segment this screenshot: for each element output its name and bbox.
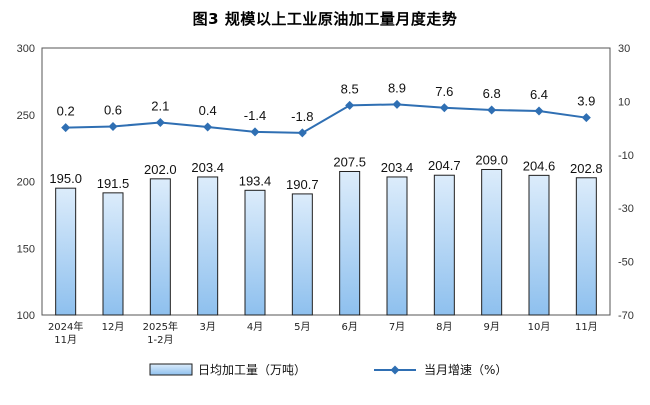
line-value-label: 7.6 — [435, 84, 453, 99]
line-marker — [392, 99, 402, 109]
bar — [149, 178, 171, 316]
x-tick-label: 7月 — [389, 321, 405, 333]
left-axis-tick-label: 100 — [17, 310, 35, 322]
bar — [197, 176, 219, 316]
bar-value-label: 193.4 — [239, 173, 272, 188]
line-value-label: 8.5 — [341, 81, 359, 96]
bar — [575, 177, 597, 316]
x-tick-label: 2025年 — [143, 320, 178, 333]
bar-value-label: 207.5 — [333, 154, 366, 169]
line-marker — [203, 122, 213, 132]
x-tick-label: 3月 — [199, 321, 215, 333]
growth-line — [65, 103, 587, 134]
line-marker — [108, 121, 118, 131]
x-tick-label: 11月 — [54, 334, 77, 346]
line-value-label: 0.6 — [104, 102, 122, 117]
x-tick-label: 12月 — [102, 321, 125, 333]
right-axis-tick-label: -70 — [618, 310, 634, 322]
line-value-label: 0.2 — [57, 104, 75, 119]
x-tick-label: 4月 — [247, 321, 263, 333]
plot-frame — [41, 47, 611, 316]
right-axis-tick-label: 30 — [618, 43, 630, 55]
line-value-label: 2.1 — [151, 98, 169, 113]
bar — [55, 187, 77, 316]
line-value-label: 0.4 — [199, 103, 217, 118]
left-axis-tick-label: 200 — [17, 177, 35, 189]
x-tick-label: 5月 — [294, 321, 310, 333]
chart-title: 图3 规模以上工业原油加工量月度走势 — [192, 10, 458, 28]
x-tick-label: 1-2月 — [147, 334, 173, 346]
bar — [339, 170, 361, 316]
line-value-label: 3.9 — [577, 94, 595, 109]
bar — [481, 168, 503, 316]
legend-line-marker — [390, 365, 400, 375]
line-value-label: -1.4 — [244, 108, 266, 123]
bar-value-label: 204.6 — [523, 158, 556, 173]
bar — [291, 193, 313, 316]
bar — [386, 176, 408, 316]
line-value-label: -1.8 — [291, 109, 313, 124]
bar-value-label: 204.7 — [428, 158, 461, 173]
x-tick-label: 8月 — [436, 321, 452, 333]
right-axis-tick-label: 10 — [618, 96, 630, 108]
legend-bar-label: 日均加工量（万吨） — [198, 363, 306, 377]
bar — [102, 192, 124, 316]
bar — [244, 189, 266, 316]
line-value-label: 6.4 — [530, 87, 548, 102]
line-marker — [297, 128, 307, 138]
bar-value-label: 195.0 — [49, 171, 82, 186]
right-axis-tick-label: -30 — [618, 203, 634, 215]
bar-value-label: 202.0 — [144, 162, 177, 177]
line-marker — [534, 106, 544, 116]
left-axis-tick-label: 250 — [17, 110, 35, 122]
bar-value-label: 203.4 — [381, 160, 414, 175]
line-marker — [487, 105, 497, 115]
legend-bar-swatch — [149, 363, 193, 376]
line-value-label: 6.8 — [483, 86, 501, 101]
bar — [433, 174, 455, 316]
x-tick-label: 10月 — [528, 321, 551, 333]
bar-value-label: 191.5 — [97, 176, 130, 191]
bar — [528, 174, 550, 316]
line-value-label: 8.9 — [388, 80, 406, 95]
line-marker — [581, 113, 591, 123]
legend-line-label: 当月增速（%） — [424, 363, 507, 377]
line-marker — [250, 127, 260, 137]
x-tick-label: 6月 — [341, 321, 357, 333]
bar-value-label: 190.7 — [286, 177, 319, 192]
bar-value-label: 203.4 — [191, 160, 224, 175]
line-marker — [439, 103, 449, 113]
bar-value-label: 209.0 — [475, 152, 508, 167]
right-axis-tick-label: -10 — [618, 150, 634, 162]
right-axis-tick-label: -50 — [618, 257, 634, 269]
left-axis-tick-label: 150 — [17, 243, 35, 255]
line-marker — [345, 100, 355, 110]
line-marker — [61, 123, 71, 133]
line-marker — [155, 117, 165, 127]
x-tick-label: 11月 — [575, 321, 598, 333]
bar-value-label: 202.8 — [570, 161, 603, 176]
x-tick-label: 2024年 — [48, 320, 83, 333]
x-tick-label: 9月 — [483, 321, 499, 333]
left-axis-tick-label: 300 — [17, 43, 35, 55]
